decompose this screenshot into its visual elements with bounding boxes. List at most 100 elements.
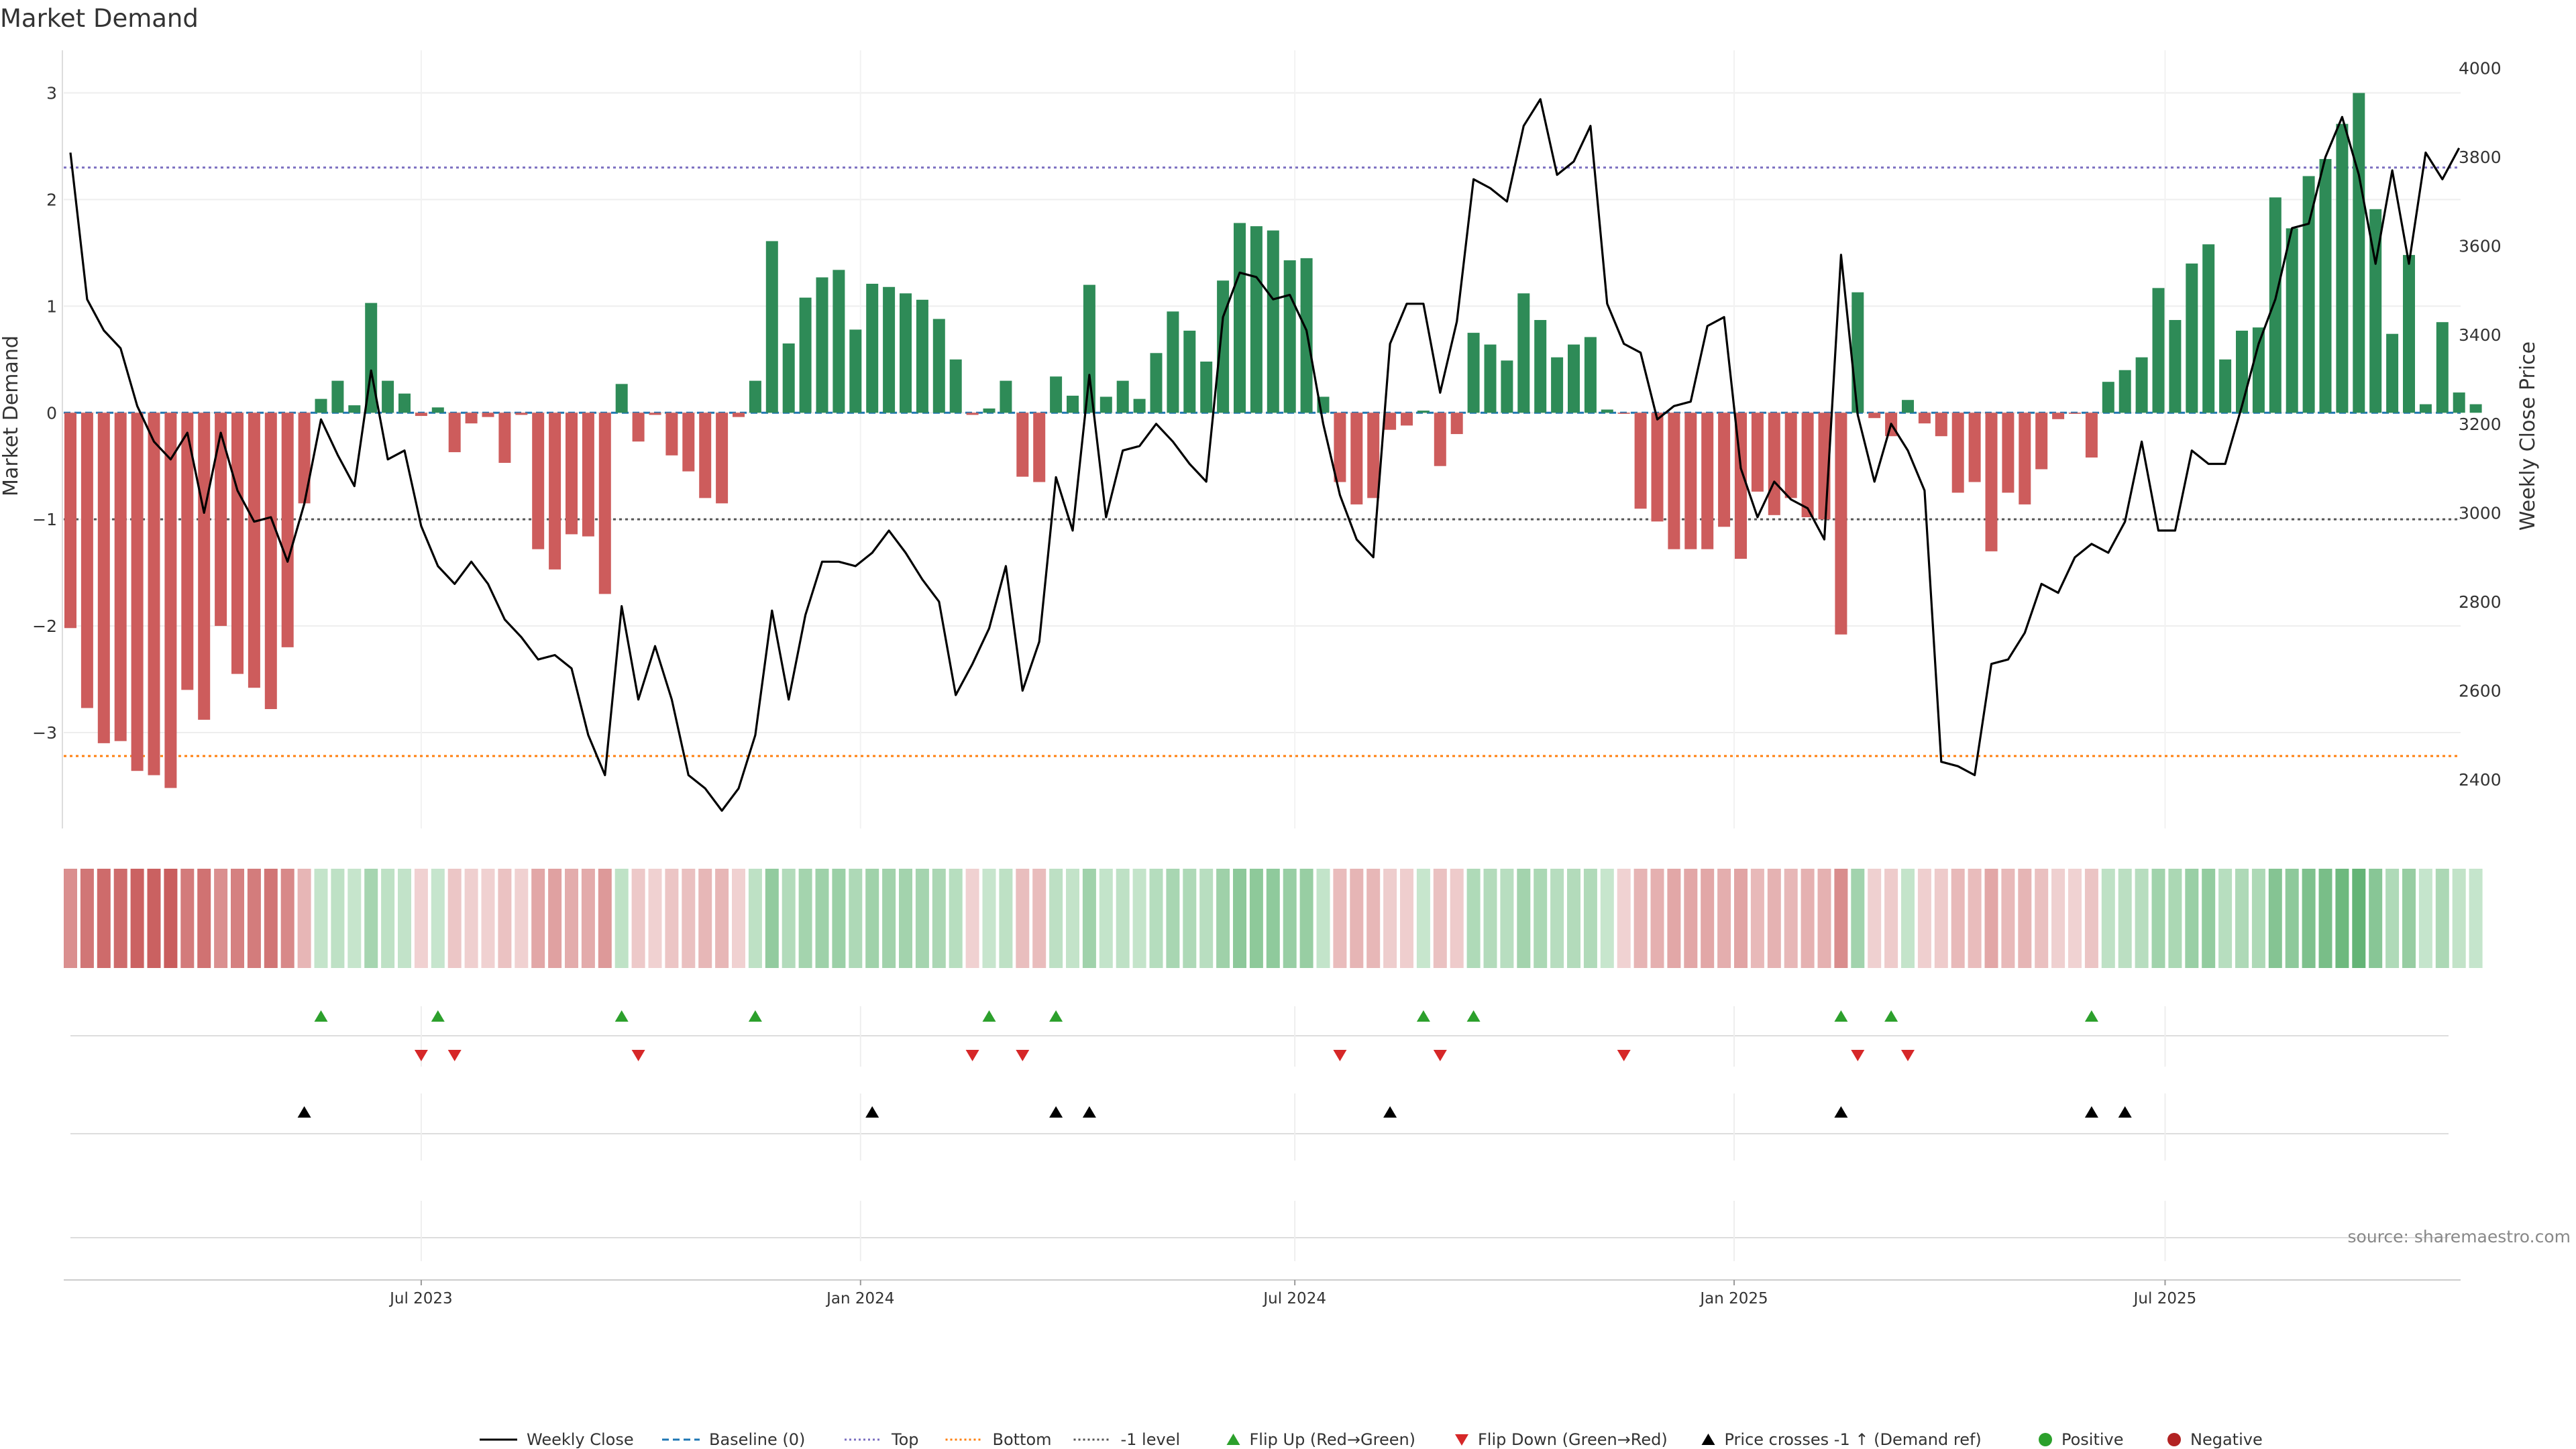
demand-bar	[900, 293, 912, 413]
demand-bar	[448, 413, 461, 453]
heat-cell	[1834, 869, 1848, 968]
legend-label: Flip Up (Red→Green)	[1250, 1430, 1416, 1449]
demand-bar	[1200, 362, 1213, 413]
demand-bar	[1099, 396, 1112, 413]
heat-cell	[2435, 869, 2449, 968]
demand-bar	[2085, 413, 2098, 458]
demand-bar	[866, 284, 879, 413]
demand-bar	[164, 413, 177, 788]
heat-cell	[515, 869, 529, 968]
heat-cell	[2335, 869, 2349, 968]
heat-cell	[631, 869, 645, 968]
heat-cell	[1934, 869, 1948, 968]
demand-bar	[315, 398, 327, 413]
demand-bar	[1584, 337, 1597, 413]
demand-bar	[2019, 413, 2031, 504]
left-tick-label: −2	[32, 616, 57, 636]
heat-cell	[949, 869, 963, 968]
heat-cell	[1500, 869, 1514, 968]
demand-bar	[1000, 380, 1012, 413]
heat-cell	[648, 869, 662, 968]
x-tick-label: Jul 2025	[2133, 1290, 2197, 1307]
heat-cell	[865, 869, 879, 968]
x-tick-label: Jul 2023	[388, 1290, 453, 1307]
demand-bar	[148, 413, 160, 775]
demand-bar	[1968, 413, 1981, 482]
heat-cell	[264, 869, 278, 968]
demand-bar	[949, 359, 962, 413]
left-axis-ticks: 3 2 1 0 −1 −2 −3	[32, 84, 57, 743]
demand-bar	[2052, 413, 2065, 419]
demand-bar	[833, 270, 845, 413]
heat-cell	[1416, 869, 1430, 968]
demand-bar	[1868, 413, 1881, 419]
heat-cell	[965, 869, 979, 968]
legend-label: Positive	[2061, 1430, 2124, 1449]
heat-cell	[1517, 869, 1531, 968]
demand-bar	[331, 380, 344, 413]
demand-bar	[1334, 413, 1346, 482]
heat-cell	[1400, 869, 1413, 968]
flip-up-marker	[1416, 1010, 1430, 1022]
right-axis-label: Weekly Close Price	[2516, 341, 2540, 531]
demand-bar	[2169, 320, 2182, 413]
flip-down-marker	[631, 1050, 645, 1061]
heat-cell	[130, 869, 144, 968]
heat-cell	[80, 869, 94, 968]
demand-bar	[1150, 353, 1163, 413]
heat-cell	[2218, 869, 2233, 968]
chart-legend: Weekly Close Baseline (0) Top Bottom -1 leve…	[480, 1430, 2263, 1449]
heat-cell	[2235, 869, 2249, 968]
heat-cell	[214, 869, 228, 968]
demand-heat-strip	[64, 869, 2483, 968]
heat-cell	[2268, 869, 2282, 968]
flip-down-marker	[1333, 1050, 1347, 1061]
heat-cell	[581, 869, 595, 968]
heat-cell	[1166, 869, 1180, 968]
demand-bar	[2436, 322, 2449, 413]
demand-bar	[515, 413, 528, 415]
demand-bar	[1033, 413, 1046, 482]
heat-cell	[748, 869, 762, 968]
legend-triangle-down-icon	[1455, 1434, 1468, 1446]
heat-cell	[398, 869, 411, 968]
heat-cell	[147, 869, 161, 968]
demand-bar	[1016, 413, 1029, 477]
heat-cell	[1884, 869, 1898, 968]
event-marker-panels	[64, 1006, 2461, 1281]
demand-bar	[1902, 400, 1914, 413]
demand-bar	[932, 319, 945, 413]
demand-bar	[382, 380, 394, 413]
heat-cell	[698, 869, 712, 968]
legend-dot-icon	[2167, 1433, 2181, 1446]
heat-cell	[982, 869, 996, 968]
demand-bar	[1784, 413, 1797, 498]
x-tick-label: Jul 2024	[1262, 1290, 1326, 1307]
demand-bar	[498, 413, 511, 463]
demand-bar	[231, 413, 244, 674]
demand-bar	[64, 413, 76, 629]
demand-bar	[2386, 333, 2399, 413]
legend-triangle-up-icon	[1226, 1434, 1240, 1445]
flip-up-marker	[982, 1010, 996, 1022]
heat-cell	[849, 869, 863, 968]
demand-bar	[716, 413, 729, 504]
demand-bar	[598, 413, 611, 594]
demand-bar	[1718, 413, 1731, 527]
price-cross-marker	[2118, 1106, 2132, 1118]
heat-cell	[531, 869, 545, 968]
heat-cell	[1066, 869, 1079, 968]
heat-cell	[2202, 869, 2216, 968]
demand-bar	[1985, 413, 1998, 551]
heat-cell	[1600, 869, 1614, 968]
demand-bar	[2069, 413, 2081, 414]
flip-down-marker	[447, 1050, 462, 1061]
flip-down-marker	[965, 1050, 979, 1061]
heat-cell	[2185, 869, 2199, 968]
demand-bar	[2186, 263, 2198, 413]
heat-cell	[1183, 869, 1197, 968]
demand-bar	[2219, 359, 2232, 413]
demand-bar	[2369, 209, 2382, 413]
heat-cell	[2101, 869, 2115, 968]
legend-item: Flip Down (Green→Red)	[1455, 1430, 1668, 1449]
